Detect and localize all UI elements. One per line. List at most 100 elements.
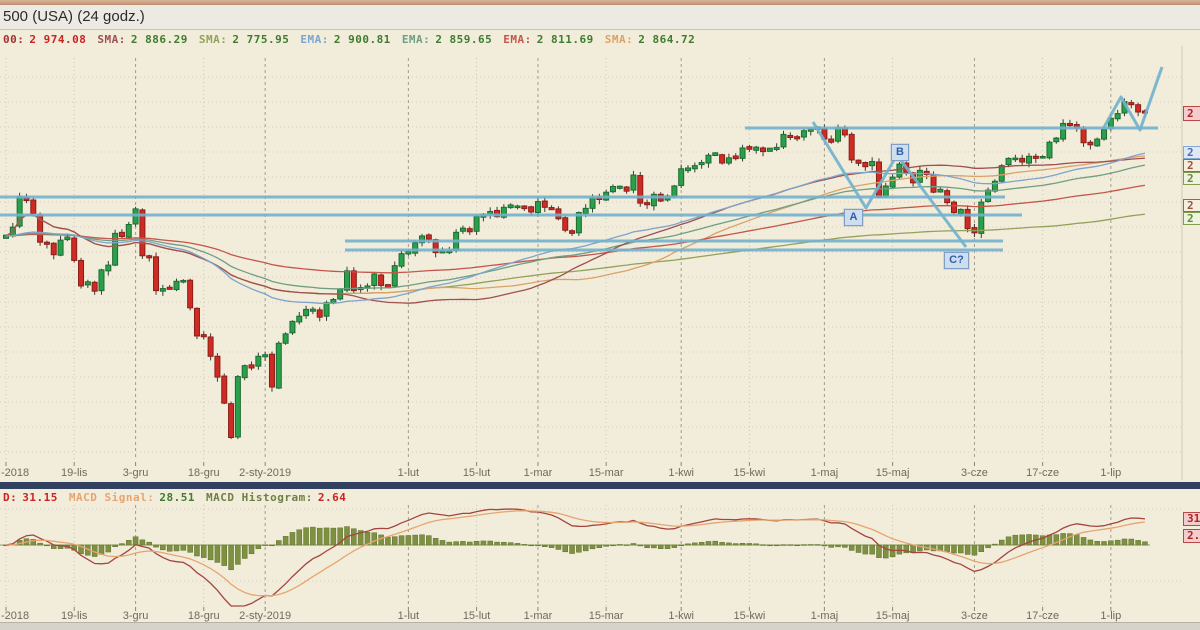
candle xyxy=(146,255,153,259)
candle xyxy=(159,288,166,292)
macd-histogram-bar xyxy=(794,544,800,547)
candle xyxy=(528,206,535,213)
macd-histogram-bar xyxy=(160,544,166,551)
macd-histogram-bar xyxy=(582,544,589,552)
macd-histogram-bar xyxy=(787,544,794,546)
macd-histogram-bar xyxy=(726,542,732,546)
macd-histogram-bar xyxy=(808,544,814,546)
macd-histogram-bar xyxy=(248,544,255,555)
panel-separator[interactable] xyxy=(0,482,1200,489)
candle xyxy=(1005,157,1012,166)
macd-histogram-bar xyxy=(1012,534,1019,546)
macd-histogram-bar xyxy=(1039,535,1046,546)
candle xyxy=(1046,141,1053,159)
candle xyxy=(1019,157,1026,163)
macd-histogram-bar xyxy=(405,535,412,546)
drawn-trend-zigzag[interactable] xyxy=(1101,66,1164,132)
macd-histogram-bar xyxy=(391,536,398,546)
macd-histogram-bar xyxy=(419,534,425,546)
macd-histogram-bar xyxy=(1019,534,1025,546)
macd-histogram-bar xyxy=(848,544,855,551)
macd-histogram-bar xyxy=(1094,541,1100,546)
macd-histogram-bar xyxy=(146,541,152,546)
ma-line-ema50 xyxy=(5,152,1146,304)
candle xyxy=(419,235,426,244)
macd-histogram-bar xyxy=(78,544,84,555)
macd-histogram-bar xyxy=(828,544,834,548)
candle xyxy=(398,253,405,267)
candle xyxy=(794,136,801,140)
macd-histogram-bar xyxy=(1005,536,1012,546)
macd-histogram-bar xyxy=(187,544,193,553)
candle xyxy=(691,165,698,170)
macd-histogram-bar xyxy=(446,541,453,546)
macd-histogram-bar xyxy=(221,544,227,566)
macd-histogram-bar xyxy=(289,532,296,546)
ma-line-ema75 xyxy=(5,164,1146,290)
macd-histogram-bar xyxy=(1073,534,1080,546)
macd-histogram-bar xyxy=(630,543,637,546)
main-axis-tick-label: 19-lis xyxy=(61,467,88,479)
candle xyxy=(732,155,739,160)
page-title: 500 (USA) (24 godz.) xyxy=(3,8,145,25)
candle xyxy=(3,234,9,239)
candle xyxy=(589,197,596,209)
main-legend-value: 2 886.29 xyxy=(130,33,188,46)
macd-axis-tick-label: 17-cze xyxy=(1026,610,1060,622)
macd-histogram-bar xyxy=(426,535,432,546)
macd-histogram-bar xyxy=(1121,538,1128,546)
main-indicator-legend: 00: 2 974.08 SMA: 2 886.29 SMA: 2 775.95 EMA: 2… xyxy=(3,33,695,46)
candle xyxy=(848,133,855,161)
wave-label-B[interactable]: B xyxy=(891,144,909,161)
macd-histogram-bar xyxy=(316,527,323,546)
macd-histogram-bar xyxy=(282,536,289,546)
drawn-trend-zigzag[interactable] xyxy=(811,121,968,248)
wave-label-A[interactable]: A xyxy=(844,209,863,226)
candle xyxy=(405,250,412,255)
macd-histogram-bar xyxy=(1053,534,1060,546)
macd-histogram-bar xyxy=(378,534,384,546)
macd-axis-tick-label: 1-lut xyxy=(397,610,420,622)
candle xyxy=(780,133,787,148)
macd-histogram-bar xyxy=(698,542,705,546)
macd-axis-tick-label: 15-kwi xyxy=(733,610,766,622)
main-legend-label: SMA: xyxy=(198,33,228,46)
candle xyxy=(609,185,616,193)
macd-histogram-bar xyxy=(644,544,650,549)
candle xyxy=(1039,156,1046,159)
candle xyxy=(255,355,262,367)
macd-histogram-bar xyxy=(255,544,262,550)
macd-histogram-bar xyxy=(542,544,548,547)
main-legend-label: SMA: xyxy=(604,33,634,46)
candle xyxy=(541,200,548,208)
price-scale-label: 2 xyxy=(1183,212,1200,225)
candle xyxy=(71,237,78,261)
candle xyxy=(950,201,957,214)
candle xyxy=(930,174,937,193)
main-axis-tick-label: 15-mar xyxy=(588,467,624,479)
macd-histogram-bar xyxy=(664,544,671,549)
candle xyxy=(957,208,964,215)
macd-histogram-bar xyxy=(821,544,828,547)
macd-histogram-bar xyxy=(917,544,923,552)
macd-histogram-bar xyxy=(112,544,118,548)
candle xyxy=(187,279,194,309)
wave-label-C[interactable]: C? xyxy=(944,252,969,269)
candle xyxy=(1053,137,1060,143)
candle xyxy=(835,127,842,142)
candle xyxy=(705,154,712,164)
price-scale-label: 2 xyxy=(1183,199,1200,212)
main-axis-tick-label: 3-cze xyxy=(960,467,988,479)
macd-histogram-bar xyxy=(296,529,303,546)
horizontal-scrollbar[interactable] xyxy=(0,622,1200,630)
main-legend-item: 00: 2 974.08 xyxy=(3,33,86,46)
candle xyxy=(43,241,50,245)
macd-histogram-bar xyxy=(460,541,466,546)
candle xyxy=(855,159,862,164)
macd-histogram-bar xyxy=(1108,540,1114,546)
macd-histogram-bar xyxy=(603,544,609,547)
main-legend-item: EMA: 2 859.65 xyxy=(402,33,492,46)
macd-histogram-bar xyxy=(371,532,378,546)
candle xyxy=(685,167,691,172)
